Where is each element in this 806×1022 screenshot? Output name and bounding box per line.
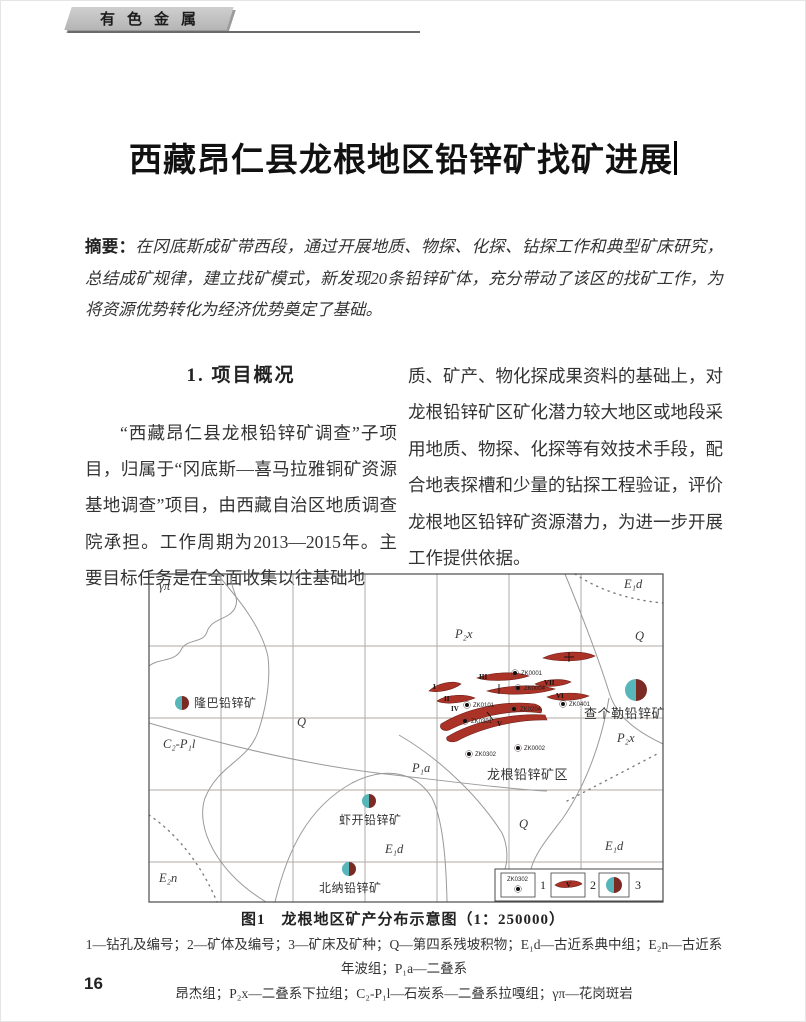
legend-example: ZK0302 bbox=[507, 877, 529, 883]
geological-boundaries bbox=[148, 573, 664, 903]
unit-label: P₁a bbox=[411, 761, 430, 775]
drillhole-label: ZK0301 bbox=[471, 719, 493, 725]
journal-banner-label: 有色金属 bbox=[99, 11, 208, 28]
figure-caption: 图1 龙根地区矿产分布示意图（1：250000） bbox=[240, 912, 565, 928]
text-cursor bbox=[674, 141, 677, 175]
map-legend: ZK0302 1 V 2 3 bbox=[494, 868, 664, 902]
abstract: 摘要：在冈底斯成矿带西段，通过开展地质、物探、化探、钻探工作和典型矿床研究，总结… bbox=[85, 231, 723, 326]
article-title-text: 西藏昂仁县龙根地区铅锌矿找矿进展 bbox=[129, 141, 673, 178]
deposit-symbols bbox=[175, 679, 647, 876]
column-left: 1. 项目概况 “西藏昂仁县龙根铅锌矿调查”子项目，归属于“冈底斯—喜马拉雅铜矿… bbox=[85, 356, 397, 596]
map-frame bbox=[148, 573, 664, 903]
unit-label: P₂x bbox=[616, 731, 635, 745]
drillhole-label: ZK0002 bbox=[524, 746, 546, 752]
mine-label: 虾开铅锌矿 bbox=[339, 813, 402, 827]
unit-label: E₁d bbox=[623, 577, 643, 591]
unit-label: E₁d bbox=[604, 839, 624, 853]
svg-text:IV: IV bbox=[451, 705, 459, 713]
drillhole-label: ZK0004 bbox=[524, 686, 546, 692]
svg-text:V: V bbox=[497, 720, 502, 728]
drill-holes: ZK0001 ZK0004 ZK0204 ZK0401 ZK0101 ZK030… bbox=[461, 669, 591, 758]
legend-number: 3 bbox=[635, 878, 641, 892]
figure-note-line2: 昂杰组；P₂x—二叠系下拉组；C₂-P₁l—石炭系—二叠系拉嘎组；γπ—花岗斑岩 bbox=[175, 985, 633, 1001]
map-grid bbox=[149, 574, 663, 902]
unit-label: Q bbox=[635, 629, 644, 643]
unit-label: γπ bbox=[159, 579, 171, 593]
figure-notes: 1—钻孔及编号；2—矿体及编号；3—矿床及矿种；Q—第四系残坡积物；E₁d—古近… bbox=[83, 933, 725, 1006]
header-rule bbox=[68, 31, 420, 33]
map-canvas: ZK0001 ZK0004 ZK0204 ZK0401 ZK0101 ZK030… bbox=[148, 573, 665, 903]
svg-text:VII: VII bbox=[544, 679, 555, 687]
section-heading: 1. 项目概况 bbox=[186, 365, 296, 386]
svg-text:II: II bbox=[444, 695, 450, 703]
legend-number: 2 bbox=[590, 878, 596, 892]
drillhole-label: ZK0101 bbox=[473, 703, 495, 709]
svg-text:I: I bbox=[433, 683, 436, 691]
abstract-text: 在冈底斯成矿带西段，通过开展地质、物探、化探、钻探工作和典型矿床研究，总结成矿规… bbox=[85, 237, 724, 320]
drillhole-label: ZK0001 bbox=[521, 671, 543, 677]
orebody-numerals: I II III IV V VI VII bbox=[433, 673, 564, 728]
unit-label: Q bbox=[297, 715, 306, 729]
mine-label: 隆巴铅锌矿 bbox=[194, 695, 257, 710]
body-paragraph-left: “西藏昂仁县龙根铅锌矿调查”子项目，归属于“冈底斯—喜马拉雅铜矿资源基地调查”项… bbox=[85, 422, 397, 589]
unit-label: C₂-P₁l bbox=[163, 737, 196, 751]
unit-label: E₁d bbox=[384, 842, 404, 856]
drillhole-label: ZK0401 bbox=[569, 702, 591, 708]
mine-label: 查个勒铅锌矿 bbox=[584, 706, 665, 721]
unit-label: E₂n bbox=[158, 871, 177, 885]
abstract-label: 摘要： bbox=[85, 237, 136, 256]
drillhole-label: ZK0204 bbox=[520, 707, 542, 713]
unit-label: Q bbox=[519, 817, 528, 831]
page-title: 西藏昂仁县龙根地区铅锌矿找矿进展 bbox=[0, 133, 806, 181]
unit-label: P₂x bbox=[454, 627, 473, 641]
svg-text:VI: VI bbox=[556, 692, 564, 700]
svg-text:III: III bbox=[479, 673, 487, 681]
area-label: 龙根铅锌矿区 bbox=[487, 767, 568, 782]
legend-example: V bbox=[566, 881, 571, 889]
mine-label: 北纳铅锌矿 bbox=[319, 881, 382, 895]
column-right: 质、矿产、物化探成果资料的基础上，对龙根铅锌矿区矿化潜力较大地区或地段采用地质、… bbox=[408, 356, 723, 576]
map-labels: γπ E₁d P₂x Q Q C₂-P₁l P₂x P₁a Q E₁d E₁d … bbox=[158, 577, 665, 895]
ore-bodies bbox=[428, 651, 596, 743]
figure-note-line1: 1—钻孔及编号；2—矿体及编号；3—矿床及矿种；Q—第四系残坡积物；E₁d—古近… bbox=[85, 937, 723, 977]
figure-map: ZK0001 ZK0004 ZK0204 ZK0401 ZK0101 ZK030… bbox=[147, 572, 665, 904]
page-number: 16 bbox=[84, 974, 103, 993]
legend-number: 1 bbox=[540, 878, 546, 892]
body-paragraph-right: 质、矿产、物化探成果资料的基础上，对龙根铅锌矿区矿化潜力较大地区或地段采用地质、… bbox=[408, 366, 723, 568]
drillhole-label: ZK0302 bbox=[475, 752, 497, 758]
journal-banner: 有色金属 bbox=[64, 7, 234, 30]
